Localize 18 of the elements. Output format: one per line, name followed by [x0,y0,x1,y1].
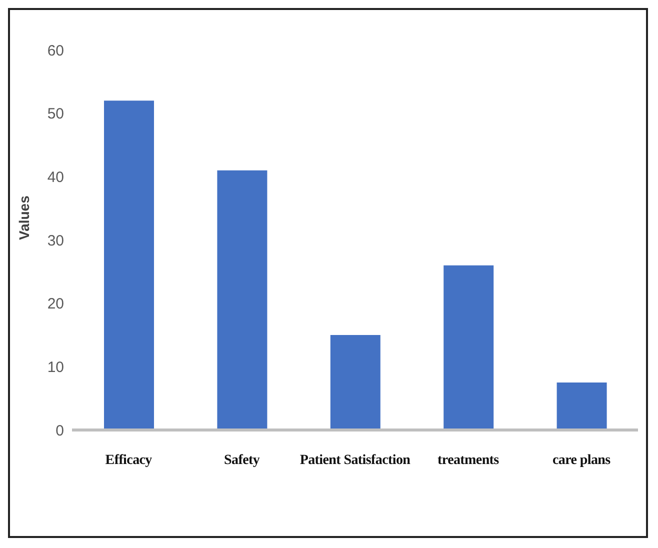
bar [104,100,154,430]
bar [217,170,268,430]
bar [330,335,380,430]
x-tick-label: Efficacy [105,452,152,468]
y-tick-label: 30 [47,232,64,250]
y-tick-label: 10 [47,358,64,376]
y-tick-label: 50 [47,106,64,123]
x-tick-label: Patient Satisfaction [300,452,411,468]
y-axis-title: Values [16,195,32,240]
x-tick-label: treatments [438,452,500,468]
bar [444,265,494,430]
y-tick-label: 0 [56,422,64,440]
y-tick-label: 40 [47,168,64,186]
y-tick-label: 20 [47,296,64,313]
bar [556,382,607,430]
x-tick-label: care plans [552,452,612,468]
y-tick-label: 60 [47,42,64,60]
x-tick-label: Safety [224,452,260,468]
